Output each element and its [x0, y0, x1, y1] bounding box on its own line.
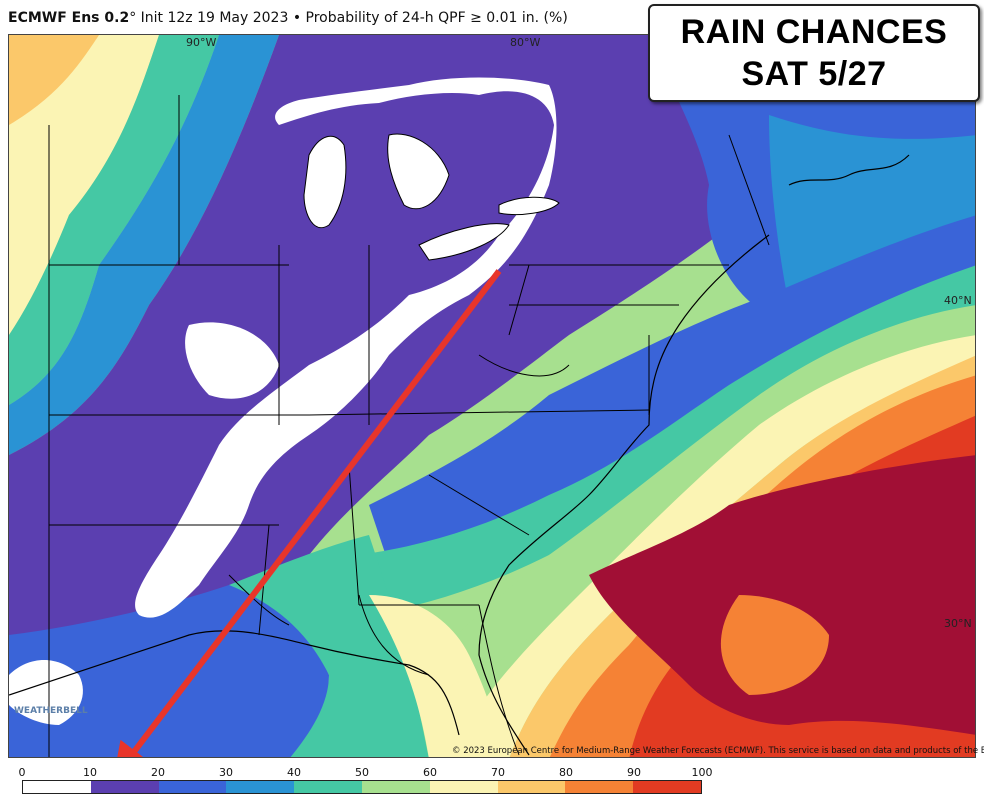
colorbar-segment — [226, 781, 295, 793]
coastlines — [9, 154, 910, 756]
northwest-orange-zone — [9, 35, 99, 125]
colorbar-segment — [429, 781, 498, 793]
colorbar-tick-label: 0 — [18, 766, 26, 779]
colorbar-segment — [633, 781, 701, 793]
southeast-yellow-band — [449, 335, 975, 757]
colorbar-tick-label: 80 — [559, 766, 573, 779]
title-line-2: SAT 5/27 — [741, 55, 887, 93]
lake-ontario — [498, 196, 560, 216]
colorbar-segment — [158, 781, 227, 793]
midatlantic-blue-band — [369, 215, 975, 565]
weatherbell-logo: WEATHERBELL — [14, 706, 88, 716]
lat-30n-label: 30°N — [944, 617, 972, 630]
florida-yellow-zone — [369, 595, 509, 757]
colorbar-tick-label: 100 — [691, 766, 713, 779]
great-lakes-white-zone — [135, 77, 557, 618]
northeast-teal-zone — [769, 115, 975, 305]
colorbar-tick-label: 30 — [219, 766, 233, 779]
colorbar-segment — [361, 781, 430, 793]
model-name: ECMWF Ens 0.2 — [8, 10, 130, 26]
probability-map — [8, 34, 976, 758]
west-blue-band — [9, 35, 279, 455]
colorbar-tick-label: 90 — [627, 766, 641, 779]
colorbar — [22, 780, 702, 794]
colorbar-tick-label: 10 — [83, 766, 97, 779]
lat-40n-label: 40°N — [944, 294, 972, 307]
gulf-blue-zone — [9, 585, 329, 757]
map-header: ECMWF Ens 0.2° Init 12z 19 May 2023 • Pr… — [8, 10, 568, 26]
lon-80w-label: 80°W — [510, 36, 541, 49]
atlantic-orange-patch — [720, 595, 829, 695]
colorbar-segment — [565, 781, 634, 793]
colorbar-segment — [23, 781, 91, 793]
atlantic-maroon-zone — [589, 455, 975, 735]
annotation-arrow — [113, 269, 502, 757]
west-yellow-zone — [9, 35, 159, 335]
colorbar-tick-label: 70 — [491, 766, 505, 779]
lake-erie — [418, 223, 510, 261]
colorbar-tick-label: 20 — [151, 766, 165, 779]
southeast-green-band — [359, 265, 975, 615]
title-box: RAIN CHANCES SAT 5/27 — [648, 4, 980, 102]
west-green-band — [9, 35, 219, 405]
colorbar-segment — [294, 781, 362, 793]
copyright-notice: © 2023 European Centre for Medium-Range … — [452, 746, 984, 756]
state-borders — [48, 95, 770, 757]
lake-huron — [387, 133, 450, 210]
gulf-green-zone — [229, 535, 429, 757]
colorbar-tick-label: 40 — [287, 766, 301, 779]
colorbar-tick-label: 50 — [355, 766, 369, 779]
colorbar-tick-label: 60 — [423, 766, 437, 779]
midwest-white-patch — [185, 322, 279, 399]
colorbar-segment — [90, 781, 159, 793]
colorbar-labels: 0 10 20 30 40 50 60 70 80 90 100 — [18, 766, 713, 780]
colorbar-segment — [497, 781, 566, 793]
lon-90w-label: 90°W — [186, 36, 217, 49]
title-line-1: RAIN CHANCES — [680, 13, 948, 51]
lake-michigan — [303, 135, 347, 228]
header-description: ° Init 12z 19 May 2023 • Probability of … — [129, 10, 568, 26]
